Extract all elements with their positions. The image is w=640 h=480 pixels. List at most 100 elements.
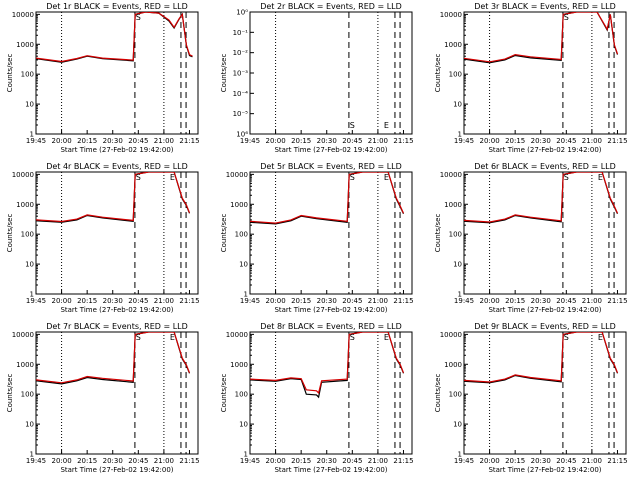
x-tick-label: 21:00 (368, 137, 388, 145)
marker-e: E (598, 173, 603, 182)
x-tick-label: 21:00 (154, 457, 174, 465)
y-tick-label: 100 (21, 71, 34, 79)
x-tick-label: 20:15 (291, 457, 311, 465)
x-tick-label: 20:00 (51, 297, 71, 305)
x-tick-label: 20:30 (317, 137, 337, 145)
panel-6r: Det 6r BLACK = Events, RED = LLD 19:45 20:… (434, 162, 628, 314)
x-tick-label: 20:00 (51, 137, 71, 145)
plot-frame (35, 331, 199, 455)
x-tick-label: 21:15 (393, 137, 413, 145)
plot-frame (463, 171, 627, 295)
y-tick-label: 1 (244, 291, 248, 299)
panel-4r: Det 4r BLACK = Events, RED = LLD 19:45 20:… (6, 162, 200, 314)
y-tick-label: 1 (244, 451, 248, 459)
panel-title: Det 7r BLACK = Events, RED = LLD (46, 322, 188, 331)
y-axis-label: Counts/sec (434, 374, 442, 413)
y-tick-label: 100 (449, 391, 462, 399)
events-series-line (36, 332, 191, 385)
plot-frame (463, 331, 627, 455)
marker-e: E (384, 121, 389, 130)
y-tick-label: 10000 (12, 11, 34, 19)
y-axis-label: Counts/sec (6, 54, 14, 93)
x-tick-label: 20:15 (505, 457, 525, 465)
lld-series-line (36, 172, 191, 223)
y-tick-label: 100 (21, 391, 34, 399)
marker-e: E (384, 173, 389, 182)
x-tick-label: 20:15 (505, 137, 525, 145)
y-tick-label: 10 (25, 261, 34, 269)
events-series-line (36, 172, 191, 223)
y-tick-label: 1000 (444, 41, 462, 49)
x-tick-label: 20:00 (479, 457, 499, 465)
y-axis-label: Counts/sec (6, 214, 14, 253)
y-tick-label: 10000 (226, 171, 248, 179)
y-tick-label: 10⁻² (233, 49, 249, 57)
x-tick-label: 20:00 (265, 137, 285, 145)
x-tick-label: 20:45 (128, 137, 148, 145)
y-tick-label: 100 (235, 391, 248, 399)
x-tick-label: 19:45 (26, 297, 46, 305)
y-tick-label: 10 (25, 101, 34, 109)
x-tick-label: 19:45 (454, 297, 474, 305)
y-tick-label: 1000 (16, 41, 34, 49)
y-tick-label: 1 (30, 291, 34, 299)
x-tick-label: 20:30 (317, 297, 337, 305)
x-tick-label: 20:15 (77, 457, 97, 465)
x-tick-label: 20:45 (342, 457, 362, 465)
x-tick-label: 20:45 (556, 297, 576, 305)
x-tick-label: 21:00 (368, 297, 388, 305)
events-series-line (464, 12, 619, 64)
plot-frame (463, 11, 627, 135)
x-tick-label: 20:30 (531, 137, 551, 145)
lld-series-line (36, 12, 193, 63)
x-axis-label: Start Time (27-Feb-02 19:42:00) (488, 466, 601, 474)
y-tick-label: 1 (458, 291, 462, 299)
panel-2r: Det 2r BLACK = Events, RED = LLD 19:45 20:… (220, 2, 414, 154)
y-tick-label: 10000 (12, 171, 34, 179)
plot-frame (35, 171, 199, 295)
x-tick-label: 20:45 (128, 457, 148, 465)
x-tick-label: 20:45 (128, 297, 148, 305)
panel-8r: Det 8r BLACK = Events, RED = LLD 19:45 20:… (220, 322, 414, 474)
x-tick-label: 20:00 (479, 297, 499, 305)
y-tick-label: 1 (458, 451, 462, 459)
lld-series-line (464, 172, 619, 223)
y-axis-label: Counts/sec (434, 54, 442, 93)
y-tick-label: 10000 (226, 331, 248, 339)
y-tick-label: 1 (30, 451, 34, 459)
marker-e: E (170, 173, 175, 182)
plot-frame (249, 331, 413, 455)
plot-frame (249, 171, 413, 295)
x-tick-label: 21:00 (368, 457, 388, 465)
x-tick-label: 20:45 (342, 137, 362, 145)
x-tick-label: 20:45 (556, 137, 576, 145)
y-tick-label: 10⁰ (236, 9, 248, 17)
panel-title: Det 5r BLACK = Events, RED = LLD (260, 162, 402, 171)
marker-s: S (350, 333, 355, 342)
y-tick-label: 100 (449, 231, 462, 239)
marker-s: S (564, 173, 569, 182)
panel-1r: Det 1r BLACK = Events, RED = LLD 19:45 20:… (6, 2, 200, 154)
x-tick-label: 21:00 (582, 137, 602, 145)
y-tick-label: 1000 (230, 201, 248, 209)
panel-title: Det 9r BLACK = Events, RED = LLD (474, 322, 616, 331)
y-tick-label: 10000 (440, 171, 462, 179)
x-tick-label: 20:00 (265, 457, 285, 465)
x-tick-label: 20:00 (479, 137, 499, 145)
x-tick-label: 21:15 (607, 137, 627, 145)
y-axis-label: Counts/sec (220, 54, 228, 93)
marker-s: S (350, 173, 355, 182)
x-axis-label: Start Time (27-Feb-02 19:42:00) (60, 306, 173, 314)
x-tick-label: 21:15 (607, 297, 627, 305)
y-tick-label: 10⁻¹ (233, 29, 249, 37)
events-series-line (250, 332, 405, 399)
y-tick-label: 10000 (12, 331, 34, 339)
marker-s: S (136, 333, 141, 342)
x-tick-label: 20:45 (556, 457, 576, 465)
x-tick-label: 19:45 (240, 137, 260, 145)
x-tick-label: 20:30 (103, 137, 123, 145)
x-tick-label: 20:30 (317, 457, 337, 465)
y-tick-label: 10⁻⁴ (233, 90, 249, 98)
x-tick-label: 21:15 (179, 297, 199, 305)
x-axis-label: Start Time (27-Feb-02 19:42:00) (60, 466, 173, 474)
